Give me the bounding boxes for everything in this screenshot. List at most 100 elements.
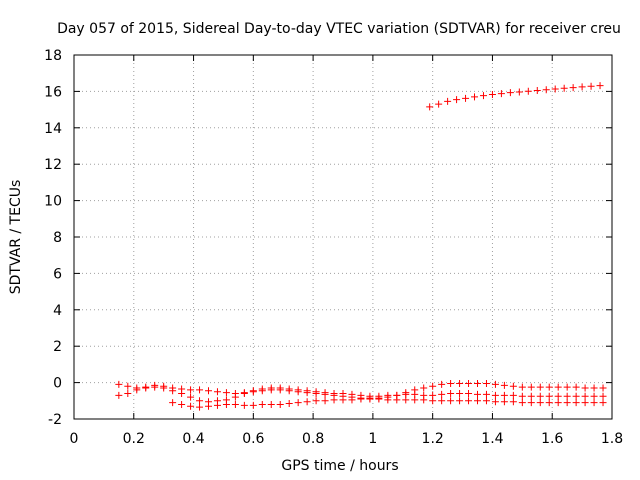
data-point [581, 384, 589, 392]
data-point [258, 385, 266, 393]
data-point [536, 383, 544, 391]
x-tick-label: 1.6 [541, 431, 563, 447]
data-point [542, 86, 550, 94]
data-point [187, 386, 195, 394]
data-point [482, 380, 490, 388]
data-point [348, 396, 356, 404]
data-point [599, 384, 607, 392]
data-point [312, 397, 320, 405]
data-point [509, 382, 517, 390]
data-point [133, 384, 141, 392]
data-point [429, 382, 437, 390]
x-tick-label: 1.8 [601, 431, 623, 447]
data-point [536, 399, 544, 407]
data-point [249, 401, 257, 409]
data-point [563, 383, 571, 391]
data-point [587, 82, 595, 90]
data-point [518, 399, 526, 407]
data-point [339, 390, 347, 398]
data-point [411, 396, 419, 404]
data-point [497, 90, 505, 98]
data-point [222, 389, 230, 397]
data-point [222, 400, 230, 408]
y-tick-label: 4 [53, 303, 62, 319]
data-point [590, 399, 598, 407]
y-tick-label: 6 [53, 266, 62, 282]
data-point [249, 387, 257, 395]
data-point [474, 380, 481, 388]
data-point [572, 392, 580, 400]
data-point [533, 86, 541, 94]
data-point [545, 399, 553, 407]
data-point [115, 380, 123, 388]
x-tick-label: 0 [70, 431, 79, 447]
data-point [581, 399, 589, 407]
series-high-series [426, 82, 604, 111]
data-point [572, 383, 580, 391]
data-point [453, 96, 461, 104]
data-point [142, 384, 150, 392]
data-point [294, 386, 302, 394]
x-tick-label: 0.6 [242, 431, 264, 447]
data-point [563, 399, 571, 407]
data-point [500, 381, 508, 389]
data-point [115, 391, 123, 399]
data-point [590, 392, 598, 400]
data-point [527, 383, 535, 391]
y-tick-label: 14 [44, 121, 62, 137]
data-point [205, 387, 212, 395]
data-point [178, 390, 186, 398]
data-point [124, 390, 132, 398]
data-point [509, 398, 517, 406]
data-point [330, 396, 338, 404]
y-tick-label: -2 [48, 412, 62, 428]
data-point [303, 398, 311, 406]
data-point [330, 390, 338, 398]
data-point [196, 397, 204, 405]
data-point [545, 383, 553, 391]
data-point [285, 385, 293, 393]
series-low-series-3 [169, 395, 607, 411]
data-point [590, 384, 598, 392]
data-point [169, 399, 177, 407]
x-tick-label: 1 [368, 431, 377, 447]
data-point [447, 397, 455, 405]
data-point [426, 103, 434, 111]
data-point [465, 390, 473, 398]
data-point [554, 399, 562, 407]
axis-ticks: 0 0.2 0.4 0.6 0.8 1 1.2 1.4 1.6 1.8 -2 0 2 4 6 8 10 12 14 1… [44, 48, 623, 447]
data-point [554, 392, 562, 400]
data-point [160, 384, 168, 392]
y-tick-label: 2 [53, 339, 62, 355]
data-point [384, 396, 392, 404]
data-point [240, 390, 248, 398]
data-point [524, 87, 532, 95]
data-point [447, 380, 455, 388]
data-point [527, 399, 535, 407]
data-point [474, 390, 481, 398]
data-point [339, 396, 347, 404]
data-point [267, 384, 275, 392]
data-point [213, 401, 221, 409]
x-tick-label: 0.2 [123, 431, 145, 447]
data-point [527, 392, 535, 400]
data-point [196, 386, 204, 394]
data-point [429, 397, 437, 405]
data-point [435, 100, 443, 108]
data-points [115, 82, 607, 411]
data-point [456, 397, 464, 405]
data-point [551, 85, 559, 93]
data-point [240, 401, 248, 409]
data-point [599, 392, 607, 400]
data-point [196, 403, 204, 411]
data-point [276, 384, 284, 392]
data-point [500, 391, 508, 399]
data-point [518, 392, 526, 400]
data-point [321, 397, 329, 405]
data-point [420, 384, 428, 392]
data-point [479, 92, 487, 100]
data-point [474, 397, 481, 405]
x-tick-label: 0.4 [182, 431, 204, 447]
data-point [258, 400, 266, 408]
